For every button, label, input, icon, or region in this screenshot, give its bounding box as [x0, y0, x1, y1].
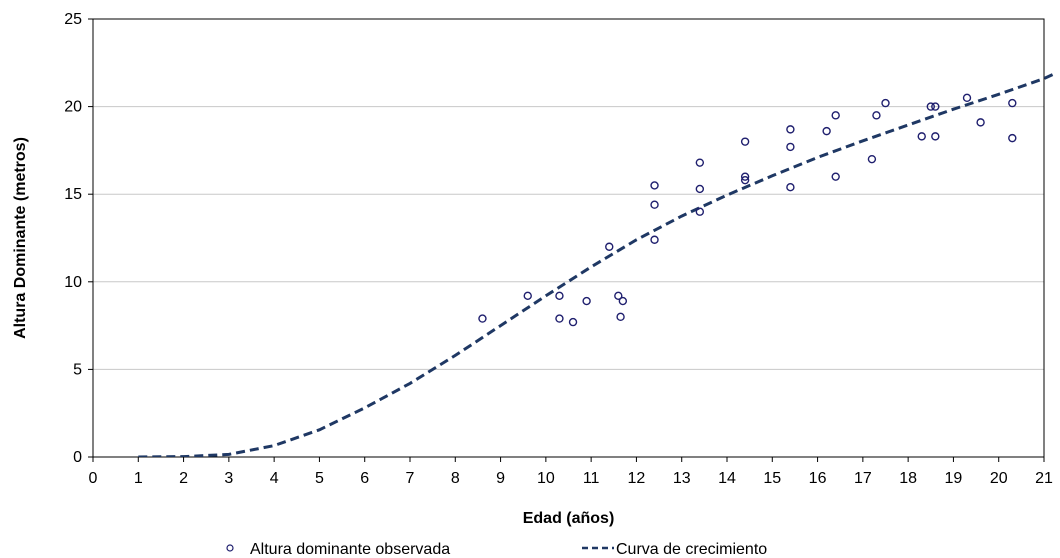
x-tick-label: 3: [224, 470, 233, 487]
observed-point: [931, 102, 940, 111]
x-tick-label: 2: [179, 470, 188, 487]
y-axis-title: Altura Dominante (metros): [12, 137, 29, 339]
observed-point: [618, 296, 628, 306]
observed-point: [740, 172, 750, 181]
observed-point: [976, 118, 985, 127]
observed-point: [650, 235, 659, 244]
observed-point: [582, 296, 591, 306]
gridlines: [93, 106, 1044, 370]
x-tick-label: 20: [990, 470, 1008, 487]
x-axis: 0 1 2 3 4 5 6 7 8 9 10 11 12 13 14 15 16 17 18 19 20 21: [89, 457, 1053, 487]
observed-point: [695, 207, 705, 216]
observed-point: [867, 154, 877, 164]
observed-point: [695, 158, 705, 167]
x-tick-label: 15: [763, 470, 781, 487]
x-tick-label: 16: [809, 470, 827, 487]
observed-point: [786, 142, 795, 152]
observed-point: [917, 132, 926, 141]
observed-point: [831, 172, 840, 181]
observed-point: [614, 291, 623, 301]
x-tick-label: 19: [945, 470, 963, 487]
x-tick-label: 8: [451, 470, 460, 487]
y-axis: 0 5 10 15 20 25: [64, 11, 93, 466]
observed-point: [786, 125, 795, 134]
plot-area: [92, 18, 1045, 458]
y-tick-label: 25: [64, 11, 82, 28]
observed-point: [523, 291, 532, 301]
x-tick-label: 21: [1035, 470, 1053, 487]
observed-point: [786, 182, 795, 192]
legend-observed-label: Altura dominante observada: [250, 541, 450, 558]
y-tick-label: 20: [64, 99, 82, 116]
observed-point: [1008, 133, 1017, 143]
x-axis-title: Edad (años): [523, 510, 615, 527]
observed-point: [822, 126, 831, 136]
x-tick-label: 0: [89, 470, 98, 487]
y-tick-label: 10: [64, 274, 82, 291]
legend-curve-label: Curva de crecimiento: [616, 541, 767, 558]
legend: Altura dominante observada Curva de crec…: [226, 541, 767, 558]
x-tick-label: 14: [718, 470, 736, 487]
observed-point: [1008, 98, 1017, 108]
x-tick-label: 7: [406, 470, 415, 487]
observed-point: [555, 314, 564, 323]
x-tick-label: 12: [628, 470, 646, 487]
observed-point: [962, 93, 972, 103]
x-tick-label: 17: [854, 470, 872, 487]
observed-point: [931, 132, 940, 141]
observations: [478, 93, 1017, 327]
x-tick-label: 5: [315, 470, 324, 487]
x-tick-label: 9: [496, 470, 505, 487]
observed-point: [831, 111, 840, 120]
y-tick-label: 5: [73, 361, 82, 378]
observed-point: [478, 314, 487, 323]
y-tick-label: 0: [73, 449, 82, 466]
x-tick-label: 11: [583, 470, 600, 487]
observed-point: [555, 291, 564, 301]
observed-point: [872, 111, 881, 120]
observed-point: [650, 200, 659, 209]
x-tick-label: 1: [134, 470, 143, 487]
observed-point: [616, 312, 625, 322]
observed-point: [926, 102, 935, 111]
growth-curve: [138, 72, 1054, 457]
observed-point: [740, 175, 750, 185]
x-tick-label: 13: [673, 470, 691, 487]
observed-point: [881, 98, 890, 108]
x-tick-label: 18: [899, 470, 917, 487]
growth-curve-line: [138, 72, 1054, 457]
y-tick-label: 15: [64, 186, 82, 203]
x-tick-label: 6: [360, 470, 369, 487]
observed-point: [568, 317, 578, 327]
observed-point: [695, 184, 705, 194]
observed-point: [650, 181, 659, 190]
legend-observed-marker: [226, 544, 234, 552]
x-tick-label: 4: [270, 470, 279, 487]
observed-point: [605, 242, 614, 251]
observed-point: [740, 137, 750, 146]
x-tick-label: 10: [537, 470, 555, 487]
